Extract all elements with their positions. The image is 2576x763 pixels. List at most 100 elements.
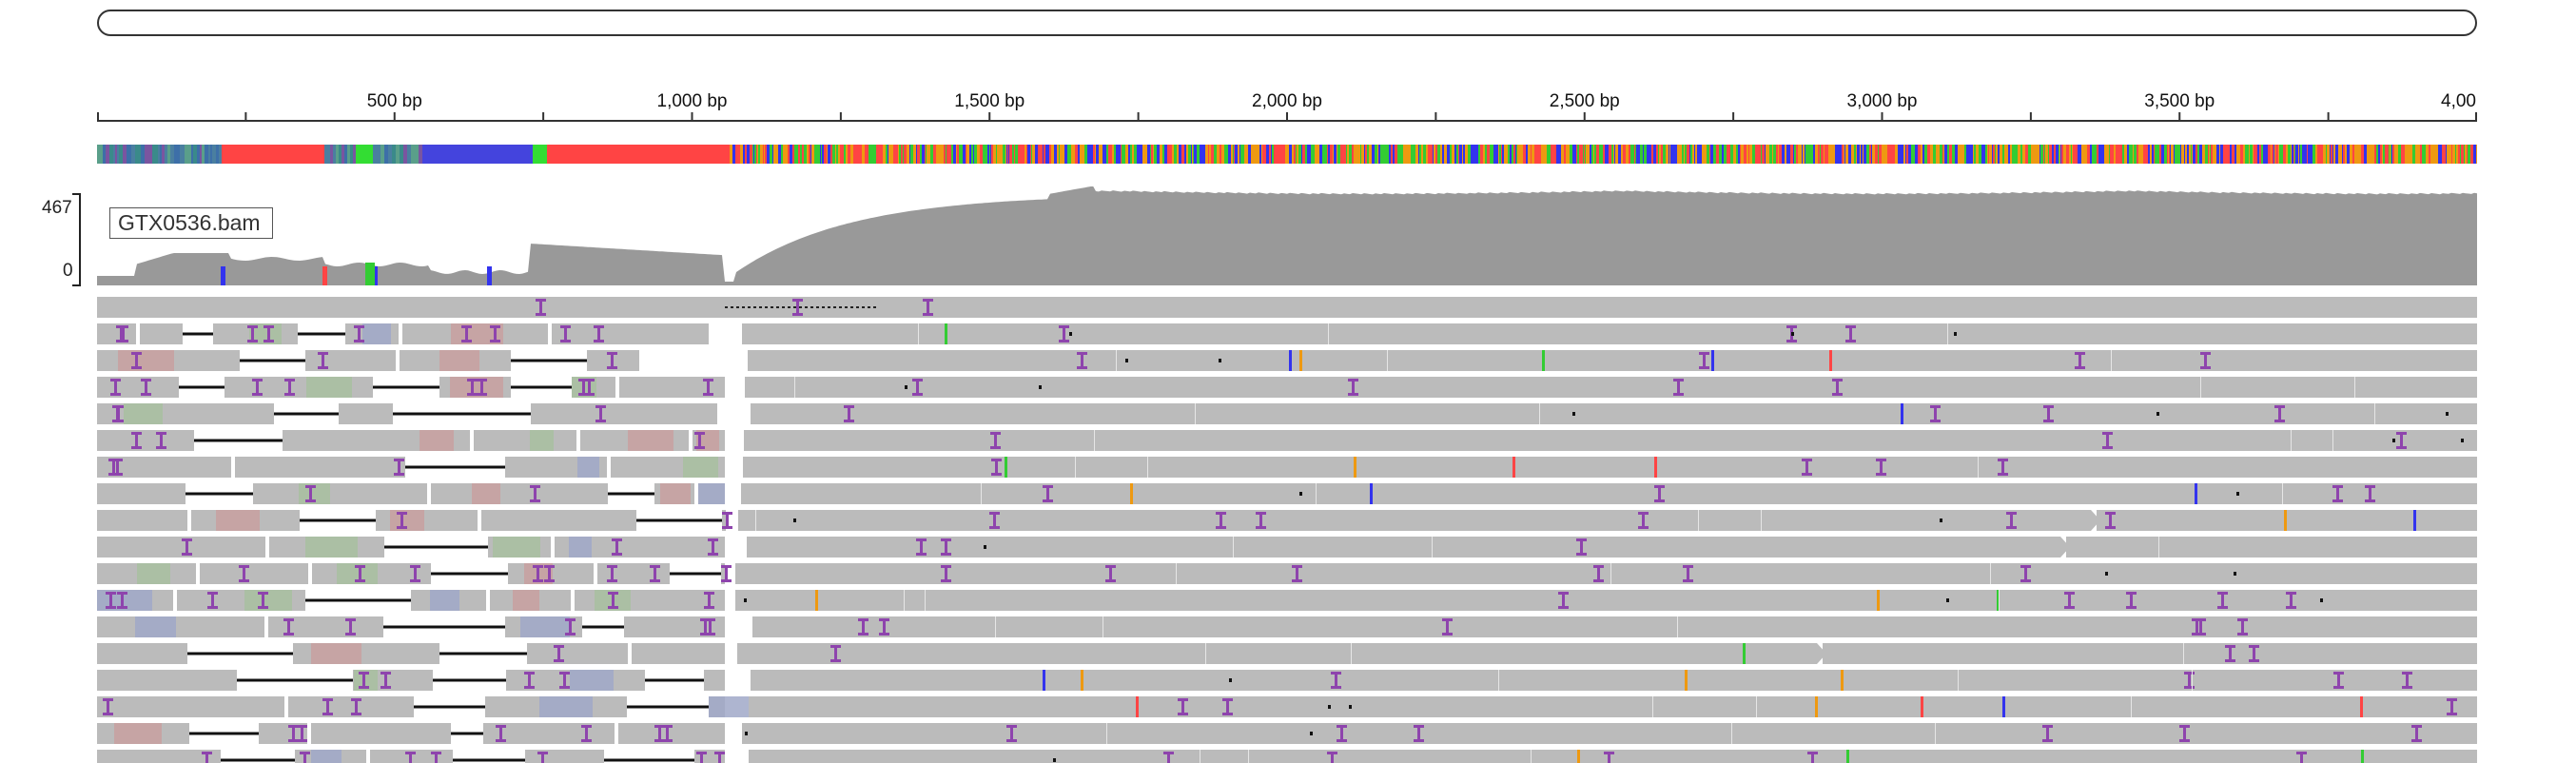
sequence-base: [197, 145, 200, 164]
insertion-mark: [490, 340, 500, 342]
sequence-base: [1722, 145, 1724, 164]
sequence-base: [2354, 145, 2356, 164]
sequence-base: [553, 145, 558, 164]
sequence-base: [521, 145, 525, 164]
insertion-mark: [106, 606, 116, 609]
sequence-base: [1301, 145, 1302, 164]
sequence-base: [1649, 145, 1651, 164]
insertion-mark: [1331, 752, 1334, 763]
sequence-base: [1150, 145, 1151, 164]
sequence-base: [1632, 145, 1634, 164]
insertion-mark: [1059, 325, 1069, 328]
sequence-base: [2476, 145, 2477, 164]
read-deletion: [2461, 439, 2464, 442]
read-mismatch: [1815, 696, 1818, 717]
sequence-base: [1458, 145, 1459, 164]
track-name-label[interactable]: GTX0536.bam: [109, 207, 273, 239]
sequence-base: [2461, 145, 2464, 164]
insertion-mark: [696, 752, 707, 754]
insertion-mark: [131, 366, 142, 369]
read-mismatch: [1289, 350, 1292, 371]
sequence-base: [2308, 145, 2311, 164]
sequence-base: [760, 145, 763, 164]
sequence-base: [1408, 145, 1411, 164]
sequence-base: [2407, 145, 2408, 164]
sequence-base: [1845, 145, 1848, 164]
sequence-base: [1709, 145, 1710, 164]
sequence-base: [1586, 145, 1589, 164]
sequence-base: [2341, 145, 2342, 164]
sequence-base: [925, 145, 926, 164]
sequence-base: [1695, 145, 1697, 164]
sequence-base: [2378, 145, 2380, 164]
sequence-base: [2438, 145, 2439, 164]
sequence-base: [1927, 145, 1930, 164]
sequence-base: [1031, 145, 1032, 164]
read: [483, 723, 615, 744]
insertion-mark: [1807, 752, 1818, 754]
sequence-base: [2000, 145, 2002, 164]
sequence-base: [927, 145, 930, 164]
sequence-base: [1142, 145, 1145, 164]
sequence-base: [1864, 145, 1866, 164]
insertion-mark: [796, 299, 799, 316]
sequence-base: [2197, 145, 2199, 164]
sequence-base: [267, 145, 273, 164]
sequence-base: [2022, 145, 2025, 164]
read-softclip: [118, 350, 174, 371]
sequence-base: [103, 145, 106, 164]
sequence-base: [162, 145, 165, 164]
sequence-base: [1386, 145, 1389, 164]
insertion-mark: [1046, 485, 1049, 502]
sequence-base: [795, 145, 798, 164]
sequence-base: [842, 145, 844, 164]
insertion-mark: [666, 725, 669, 742]
sequence-base: [1137, 145, 1138, 164]
insertion-mark: [410, 579, 420, 582]
sequence-base: [155, 145, 158, 164]
sequence-base: [2086, 145, 2087, 164]
sequence-base: [2114, 145, 2115, 164]
insertion-mark: [480, 379, 483, 396]
sequence-base: [185, 145, 187, 164]
sequence-base: [2313, 145, 2315, 164]
sequence-base: [2150, 145, 2152, 164]
sequence-base: [1317, 145, 1319, 164]
insertion-mark: [288, 725, 299, 728]
sequence-base: [1418, 145, 1419, 164]
sequence-base: [1776, 145, 1778, 164]
insertion-mark: [537, 752, 548, 754]
sequence-base: [903, 145, 904, 164]
sequence-base: [183, 145, 185, 164]
sequence-base: [434, 145, 438, 164]
sequence-base: [2437, 145, 2438, 164]
locus-search-box[interactable]: [97, 10, 2477, 36]
sequence-base: [2464, 145, 2465, 164]
sequence-base: [1282, 145, 1285, 164]
sequence-base: [1828, 145, 1831, 164]
sequence-base: [1170, 145, 1172, 164]
sequence-base: [2288, 145, 2291, 164]
sequence-base: [2270, 145, 2271, 164]
sequence-base: [936, 145, 939, 164]
sequence-base: [2048, 145, 2049, 164]
sequence-base: [1147, 145, 1150, 164]
insertion-mark: [135, 432, 138, 449]
alignment-reads-track[interactable]: [97, 297, 2477, 763]
insertion-mark: [595, 405, 606, 408]
ruler-svg: 500 bp 1,000 bp 1,500 bp 2,000 bp 2,500 bp 3,…: [97, 91, 2477, 122]
insertion-mark: [536, 299, 546, 302]
sequence-base: [2143, 145, 2146, 164]
insertion-mark: [1654, 499, 1665, 502]
insertion-mark: [1006, 725, 1017, 728]
sequence-base: [888, 145, 891, 164]
insertion-mark: [581, 739, 592, 742]
sequence-base: [846, 145, 848, 164]
sequence-base: [735, 145, 737, 164]
sequence-base: [2227, 145, 2230, 164]
insertion-mark: [1105, 565, 1116, 568]
insertion-mark: [2109, 512, 2112, 529]
sequence-base: [787, 145, 788, 164]
sequence-base: [989, 145, 990, 164]
read-softclip: [249, 323, 282, 344]
